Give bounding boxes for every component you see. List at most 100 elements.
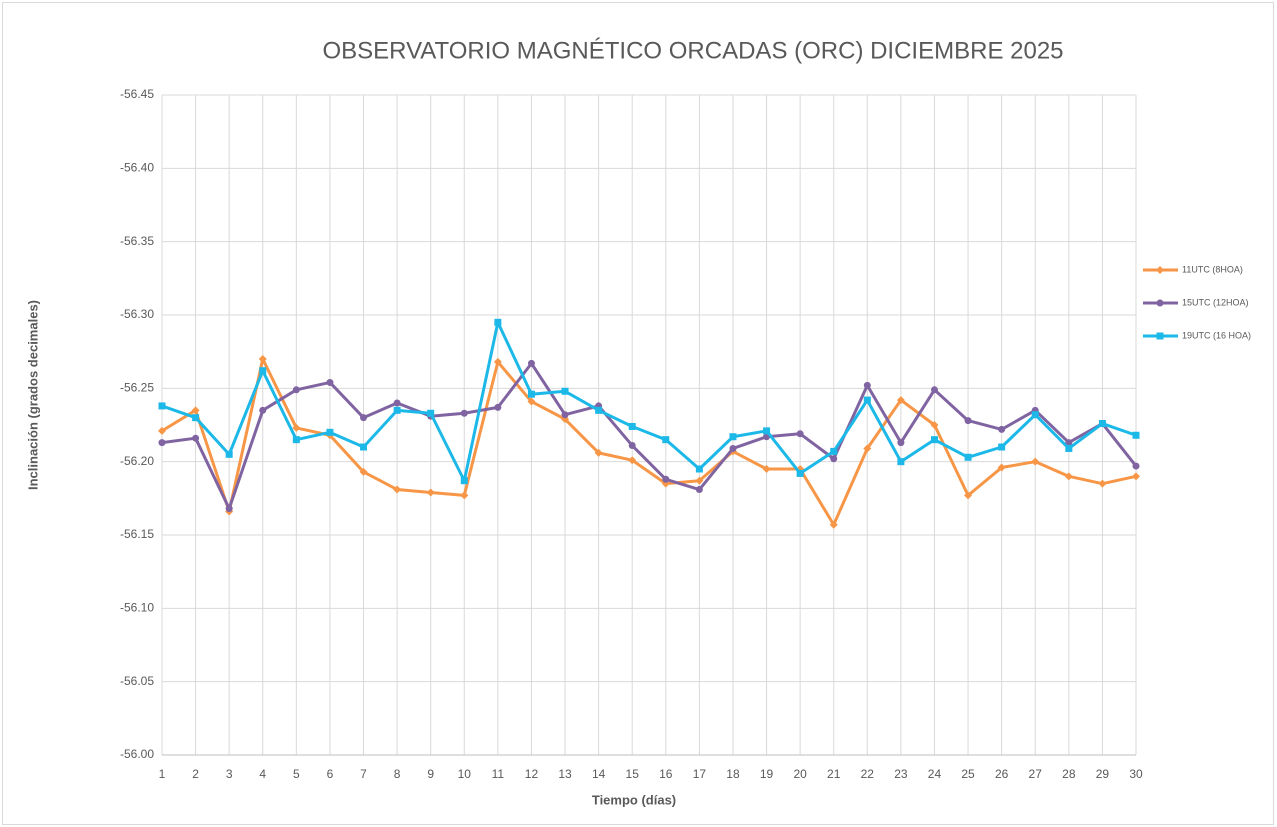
marker <box>494 318 502 326</box>
marker <box>628 456 637 465</box>
marker <box>393 406 401 414</box>
marker <box>1098 420 1106 428</box>
y-axis-label: Inclinación (grados decimales) <box>25 300 40 490</box>
y-tick-label: -56.10 <box>120 601 154 615</box>
marker <box>863 381 871 389</box>
marker <box>292 436 300 444</box>
x-tick-label: 21 <box>827 767 841 781</box>
marker <box>830 455 838 463</box>
marker <box>1156 299 1164 307</box>
marker <box>863 396 871 404</box>
marker <box>964 453 972 461</box>
marker <box>796 430 804 438</box>
marker <box>896 396 905 405</box>
marker <box>1098 479 1107 488</box>
x-tick-label: 20 <box>793 767 807 781</box>
marker <box>662 475 670 483</box>
marker <box>158 402 166 410</box>
marker <box>796 469 804 477</box>
marker <box>595 406 603 414</box>
marker <box>292 423 301 432</box>
marker <box>930 386 938 394</box>
x-tick-label: 29 <box>1096 767 1110 781</box>
y-tick-label: -56.15 <box>120 527 154 541</box>
x-tick-label: 19 <box>760 767 774 781</box>
x-tick-label: 14 <box>592 767 606 781</box>
x-tick-label: 12 <box>525 767 539 781</box>
y-tick-label: -56.45 <box>120 87 154 101</box>
marker <box>292 386 300 394</box>
marker <box>1031 411 1039 419</box>
marker <box>762 465 771 473</box>
series-line <box>161 361 1138 511</box>
x-tick-label: 22 <box>861 767 875 781</box>
y-tick-label: -56.30 <box>120 307 154 321</box>
x-tick-label: 23 <box>894 767 908 781</box>
y-tick-label: -56.05 <box>120 674 154 688</box>
y-tick-label: -56.00 <box>120 747 154 761</box>
marker <box>493 357 502 366</box>
marker <box>393 485 402 494</box>
marker <box>829 520 838 529</box>
marker <box>1065 444 1073 452</box>
marker <box>594 448 603 457</box>
marker <box>998 425 1006 433</box>
marker <box>460 409 468 417</box>
marker <box>628 442 636 450</box>
x-axis-label: Tiempo (días) <box>592 792 676 807</box>
marker <box>326 378 334 386</box>
marker <box>897 458 905 466</box>
marker <box>1064 472 1073 481</box>
x-tick-label: 7 <box>360 767 367 781</box>
x-tick-label: 5 <box>293 767 300 781</box>
x-tick-label: 4 <box>259 767 266 781</box>
marker <box>1132 431 1140 439</box>
marker <box>930 436 938 444</box>
marker <box>763 427 771 435</box>
y-tick-label: -56.35 <box>120 234 154 248</box>
marker <box>1156 332 1164 340</box>
marker <box>426 488 435 497</box>
marker <box>427 409 435 417</box>
marker <box>326 428 334 436</box>
marker <box>997 463 1006 472</box>
marker <box>158 426 166 435</box>
marker <box>258 355 267 363</box>
marker <box>359 467 368 476</box>
marker <box>561 411 569 419</box>
marker <box>360 414 368 422</box>
x-tick-label: 11 <box>492 767 505 781</box>
x-tick-label: 10 <box>458 767 472 781</box>
marker <box>527 390 535 398</box>
marker <box>729 444 737 452</box>
x-tick-label: 30 <box>1129 767 1143 781</box>
marker <box>964 491 973 500</box>
marker <box>998 443 1006 451</box>
x-tick-label: 3 <box>226 767 233 781</box>
marker <box>662 436 670 444</box>
x-tick-label: 13 <box>558 767 572 781</box>
x-tick-label: 15 <box>626 767 640 781</box>
marker <box>930 421 939 429</box>
marker <box>460 491 469 500</box>
marker <box>460 477 468 485</box>
marker <box>695 476 704 485</box>
x-tick-label: 25 <box>961 767 975 781</box>
marker <box>695 486 703 494</box>
marker <box>897 439 905 447</box>
x-tick-label: 27 <box>1029 767 1043 781</box>
marker <box>1132 472 1140 481</box>
marker <box>964 417 972 425</box>
marker <box>158 439 166 447</box>
marker <box>225 505 233 513</box>
marker <box>494 403 502 411</box>
marker <box>259 367 267 375</box>
y-tick-label: -56.20 <box>120 454 154 468</box>
marker <box>628 422 636 430</box>
series-line <box>161 320 1137 483</box>
marker <box>1065 439 1073 447</box>
marker <box>192 434 200 442</box>
marker <box>1132 462 1140 470</box>
